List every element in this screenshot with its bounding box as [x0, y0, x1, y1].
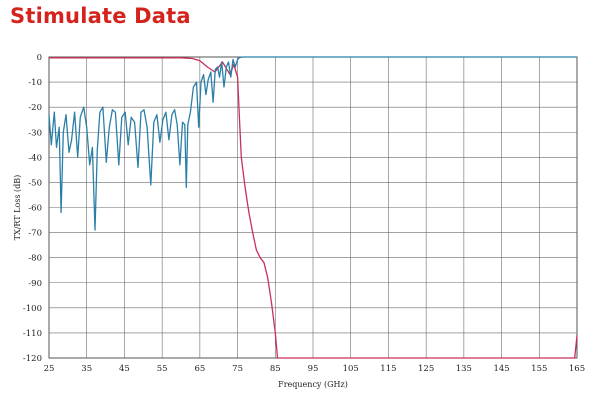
x-tick-label: 85 — [270, 364, 281, 374]
grid-lines — [48, 56, 578, 359]
x-tick-label: 35 — [81, 364, 92, 374]
x-tick-label: 125 — [418, 364, 434, 374]
x-axis-label: Frequency (GHz) — [278, 380, 348, 389]
x-tick-label: 135 — [456, 364, 472, 374]
tick-labels: 25 35 45 55 65 75 85 95 105 115 125 135 145 155 165 0 -1… — [23, 53, 585, 374]
x-tick-label: 95 — [308, 364, 319, 374]
y-tick-label: -80 — [28, 254, 42, 264]
y-tick-label: -60 — [28, 204, 42, 214]
x-tick-label: 25 — [44, 364, 55, 374]
y-tick-label: 0 — [37, 53, 42, 63]
y-tick-label: -100 — [23, 304, 42, 314]
y-tick-label: -50 — [28, 178, 42, 188]
x-tick-label: 155 — [531, 364, 547, 374]
x-tick-label: 75 — [232, 364, 243, 374]
y-tick-label: -10 — [28, 78, 42, 88]
y-axis-label: TX/RT Loss (dB) — [13, 175, 22, 241]
slide-title: Stimulate Data — [10, 4, 191, 28]
x-tick-label: 115 — [380, 364, 396, 374]
transmission-series-line — [49, 57, 578, 359]
x-tick-label: 45 — [119, 364, 130, 374]
y-tick-label: -120 — [23, 354, 42, 364]
y-tick-label: -40 — [28, 153, 42, 163]
y-tick-label: -70 — [28, 229, 42, 239]
y-tick-label: -20 — [28, 103, 42, 113]
y-tick-label: -110 — [23, 329, 42, 339]
x-tick-label: 55 — [157, 364, 168, 374]
x-tick-label: 165 — [569, 364, 585, 374]
y-tick-label: -30 — [28, 128, 42, 138]
y-tick-label: -90 — [28, 279, 42, 289]
data-series — [48, 56, 578, 359]
return-series-line — [48, 56, 577, 231]
x-tick-label: 65 — [194, 364, 205, 374]
x-tick-label: 145 — [493, 364, 509, 374]
x-tick-label: 105 — [343, 364, 359, 374]
